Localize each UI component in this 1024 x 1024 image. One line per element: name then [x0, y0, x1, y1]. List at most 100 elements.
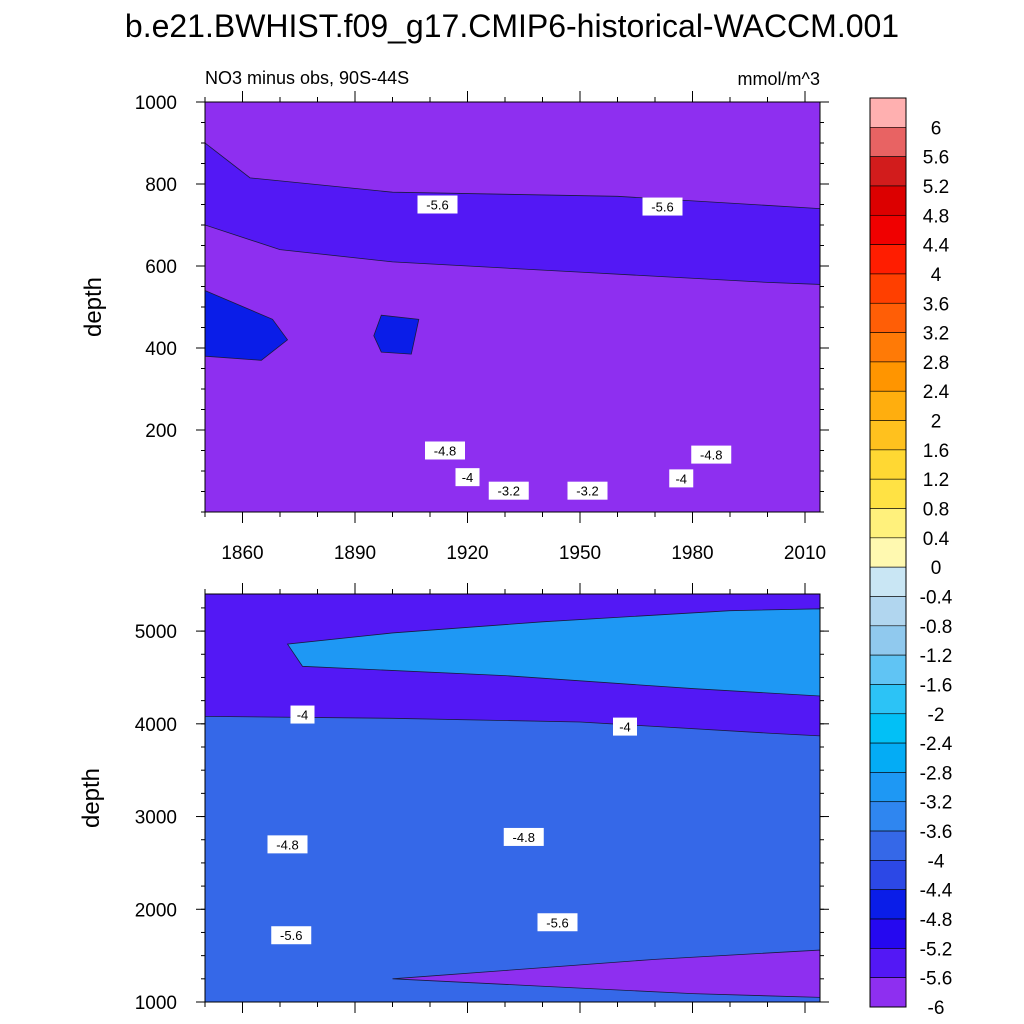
y-tick-label: 400	[145, 339, 177, 360]
contour-label: -3.2	[488, 481, 529, 500]
svg-text:-4.8: -4.8	[276, 837, 298, 852]
contour-label: -5.6	[417, 195, 458, 214]
figure-title: b.e21.BWHIST.f09_g17.CMIP6-historical-WA…	[125, 8, 899, 44]
colorbar-swatch	[869, 185, 907, 216]
lower-panel: 1000 2000 3000 4000 5000 -5.6 -5.6 -4.8 -4.8 -4 -4	[135, 583, 829, 1014]
colorbar-label: 3.2	[923, 324, 949, 345]
colorbar-label: 5.2	[923, 177, 949, 198]
contour-band	[205, 142, 820, 285]
svg-text:-5.6: -5.6	[651, 200, 673, 215]
colorbar-label: -5.6	[920, 969, 953, 990]
contour-label: -5.6	[537, 913, 578, 932]
colorbar-swatch	[869, 596, 907, 627]
colorbar-swatch	[869, 948, 907, 978]
contour-label: -4	[455, 468, 480, 487]
colorbar-label: 1.6	[923, 441, 949, 462]
upper-ylabel: depth	[80, 277, 107, 337]
contour-band	[205, 716, 820, 1002]
colorbar-swatch	[869, 772, 907, 803]
colorbar-swatch	[869, 742, 907, 773]
colorbar-label: 0	[931, 558, 942, 579]
colorbar-label: -1.6	[920, 675, 953, 696]
upper-panel: 200 400 600 800 1000 1860 1890 1920 1950 1980 2010…	[135, 91, 829, 564]
x-tick-label: 1980	[671, 543, 713, 564]
colorbar-swatch	[869, 801, 907, 832]
colorbar-swatch	[869, 977, 907, 1008]
y-tick-label: 200	[145, 421, 177, 442]
colorbar-swatch	[869, 332, 907, 363]
colorbar-label: -3.6	[920, 822, 953, 843]
colorbar-label: -5.2	[920, 939, 953, 960]
colorbar-swatch	[869, 566, 907, 597]
x-tick-label: 1890	[334, 543, 376, 564]
colorbar-swatch	[869, 127, 907, 157]
contour-band	[373, 314, 420, 355]
svg-text:-5.6: -5.6	[546, 915, 568, 930]
colorbar-label: 4	[931, 265, 942, 286]
colorbar-swatch	[869, 654, 907, 685]
svg-text:-4: -4	[619, 720, 631, 735]
colorbar-label: 6	[931, 118, 942, 139]
x-tick-label: 2010	[784, 543, 826, 564]
colorbar-swatch	[869, 478, 907, 509]
x-tick-label: 1950	[559, 543, 601, 564]
y-tick-label: 600	[145, 257, 177, 278]
colorbar-label: 4.8	[923, 206, 949, 227]
x-tick-label: 1860	[221, 543, 263, 564]
contour-label: -4.8	[691, 445, 732, 464]
colorbar-label: 2.8	[923, 353, 949, 374]
svg-text:-4.8: -4.8	[700, 448, 722, 463]
contour-label: -4	[613, 717, 637, 736]
y-tick-label: 800	[145, 175, 177, 196]
contour-label: -4	[290, 705, 315, 724]
colorbar-label: 2.4	[923, 382, 950, 403]
colorbar-label: -6	[928, 998, 945, 1019]
contour-label: -5.6	[642, 197, 683, 216]
svg-text:-4: -4	[462, 470, 474, 485]
y-tick-label: 1000	[135, 93, 177, 114]
colorbar-swatch	[869, 214, 907, 245]
colorbar-swatch	[869, 889, 907, 920]
upper-subtitle-right: mmol/m^3	[738, 69, 820, 89]
colorbar-swatch	[869, 830, 907, 861]
colorbar-label: 2	[931, 412, 942, 433]
contour-label: -5.6	[271, 926, 312, 945]
contour-label: -4.8	[267, 835, 308, 854]
colorbar-label: -4	[928, 851, 945, 872]
colorbar-swatch	[869, 860, 907, 891]
colorbar-label: 0.4	[923, 529, 950, 550]
colorbar-swatch	[869, 361, 907, 392]
colorbar-label: -2	[928, 705, 945, 726]
contour-band	[286, 608, 820, 697]
y-tick-label: 3000	[135, 808, 177, 829]
colorbar-swatch	[869, 449, 907, 480]
svg-text:-3.2: -3.2	[576, 484, 598, 499]
svg-text:-4: -4	[297, 708, 309, 723]
colorbar-label: -2.4	[920, 734, 953, 755]
colorbar-swatch	[869, 390, 907, 421]
colorbar-label: 0.8	[923, 500, 949, 521]
y-tick-label: 2000	[135, 900, 177, 921]
colorbar-swatch	[869, 537, 907, 568]
colorbar: 6 5.6 5.2 4.8 4.4 4 3.6 3.2 2.8 2.4 2 1.6 1.2 0.8 0.4 0…	[869, 97, 953, 1019]
colorbar-label: 3.6	[923, 294, 949, 315]
colorbar-swatch	[869, 420, 907, 451]
colorbar-swatch	[869, 244, 907, 275]
colorbar-label: 4.4	[923, 236, 950, 257]
x-tick-label: 1920	[446, 543, 488, 564]
contour-label: -4.8	[503, 827, 544, 846]
svg-text:-4.8: -4.8	[513, 830, 535, 845]
colorbar-swatch	[869, 302, 907, 333]
svg-text:-5.6: -5.6	[280, 928, 302, 943]
y-tick-label: 1000	[135, 993, 177, 1014]
svg-text:-4: -4	[675, 471, 687, 486]
svg-text:-3.2: -3.2	[498, 484, 520, 499]
y-tick-label: 4000	[135, 715, 177, 736]
colorbar-label: 1.2	[923, 470, 949, 491]
lower-ylabel: depth	[78, 768, 105, 828]
colorbar-label: -0.4	[920, 587, 953, 608]
colorbar-swatch	[869, 713, 907, 744]
colorbar-label: -4.8	[920, 910, 953, 931]
colorbar-swatch	[869, 273, 907, 304]
